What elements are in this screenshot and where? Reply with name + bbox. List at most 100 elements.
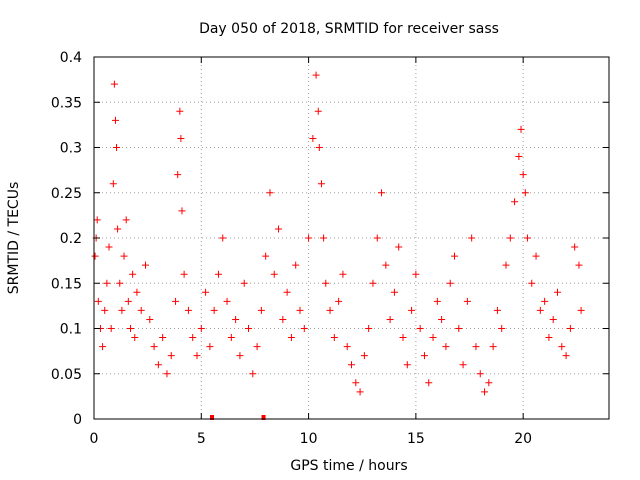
data-point (189, 334, 197, 342)
y-tick-label: 0 (73, 412, 82, 428)
data-point (214, 270, 222, 278)
x-axis-label: GPS time / hours (290, 458, 407, 474)
data-point (124, 297, 132, 305)
data-point (335, 297, 343, 305)
data-point (429, 334, 437, 342)
data-point (131, 334, 139, 342)
data-point (94, 297, 102, 305)
data-point (521, 189, 529, 197)
data-point (554, 288, 561, 296)
data-point (142, 261, 149, 269)
data-point (287, 334, 295, 342)
data-point (412, 270, 420, 278)
data-point (320, 234, 328, 242)
x-tick-label: 0 (90, 431, 99, 447)
data-point (485, 379, 493, 387)
data-point (103, 279, 111, 287)
data-point (223, 297, 231, 305)
data-point (330, 334, 338, 342)
y-tick-label: 0.3 (60, 141, 82, 157)
data-point (129, 270, 137, 278)
y-tick-label: 0.2 (60, 231, 82, 247)
gap-marker (261, 415, 266, 420)
data-point (109, 180, 117, 188)
data-point (116, 279, 124, 287)
data-point (232, 315, 240, 323)
data-point (386, 315, 394, 323)
data-point (206, 343, 214, 351)
data-point (326, 306, 334, 314)
data-point (365, 325, 373, 332)
x-tick-label: 5 (197, 431, 206, 447)
data-point (177, 134, 185, 142)
data-point (91, 252, 99, 260)
y-tick-label: 0.25 (51, 186, 82, 202)
data-point (279, 315, 287, 323)
data-point (463, 297, 471, 305)
data-point (536, 306, 544, 314)
y-tick-label: 0.1 (60, 322, 82, 338)
data-point (549, 315, 557, 323)
data-point (442, 343, 450, 351)
data-point (438, 315, 446, 323)
data-point (283, 288, 291, 296)
data-point (184, 306, 192, 314)
data-point (468, 234, 476, 242)
data-point (312, 71, 320, 79)
data-point (296, 306, 304, 314)
gap-marker (210, 415, 215, 420)
gap-markers (210, 415, 266, 420)
data-point (240, 279, 248, 287)
y-axis-ticks: 0 0.05 0.1 0.15 0.2 0.25 0.3 0.35 0.4 (51, 50, 609, 428)
data-point (451, 252, 458, 260)
data-point (249, 370, 257, 378)
data-point (270, 270, 278, 278)
data-point (219, 234, 227, 242)
data-point (202, 288, 210, 296)
data-point (317, 180, 325, 188)
data-point (545, 334, 553, 342)
data-point (459, 361, 467, 369)
data-point (159, 334, 167, 342)
data-point (352, 379, 360, 387)
data-point (408, 306, 416, 314)
data-point (420, 352, 428, 360)
data-point (577, 306, 585, 314)
y-tick-label: 0.4 (60, 50, 82, 66)
data-point (390, 288, 398, 296)
data-point (197, 325, 205, 332)
data-point (245, 325, 252, 332)
data-point (476, 370, 484, 378)
data-point (502, 261, 510, 269)
data-point (493, 306, 501, 314)
data-point (137, 306, 145, 314)
data-point (99, 343, 107, 351)
data-point (113, 144, 121, 151)
data-point (348, 361, 355, 369)
data-point (146, 315, 154, 323)
data-point (150, 343, 158, 351)
data-point (118, 306, 126, 314)
data-point (481, 388, 489, 396)
data-point (433, 297, 441, 305)
data-point (105, 243, 113, 251)
y-axis-label: SRMTID / TECUs (6, 182, 22, 295)
data-point (253, 343, 261, 351)
data-point (110, 80, 118, 88)
y-tick-label: 0.35 (51, 95, 82, 111)
data-point (257, 306, 265, 314)
data-point (517, 125, 525, 133)
chart-title: Day 050 of 2018, SRMTID for receiver sas… (199, 21, 499, 37)
data-point (167, 352, 175, 360)
data-point (532, 252, 540, 260)
data-point (506, 234, 514, 242)
data-point (373, 234, 381, 242)
data-point (122, 216, 130, 224)
data-point (360, 352, 368, 360)
data-point (399, 334, 407, 342)
data-point (126, 325, 134, 332)
data-point (455, 325, 463, 332)
data-point (107, 325, 115, 332)
data-point (275, 225, 283, 233)
